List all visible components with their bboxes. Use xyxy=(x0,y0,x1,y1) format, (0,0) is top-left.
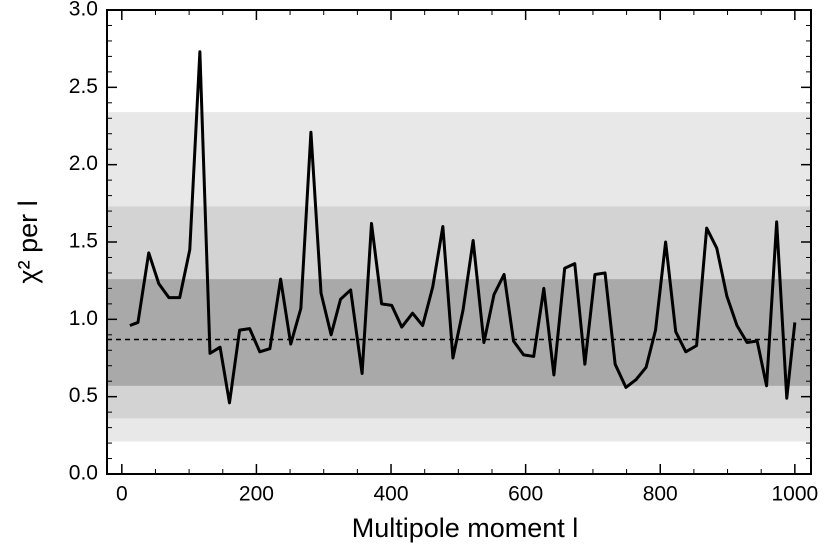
x-axis-label: Multipole moment l xyxy=(352,513,579,543)
x-tick-label: 200 xyxy=(239,483,274,506)
data-line xyxy=(129,50,797,405)
x-tick-label: 400 xyxy=(373,483,408,506)
x-tick-label: 800 xyxy=(643,483,678,506)
x-tick-label: 0 xyxy=(116,483,128,506)
y-tick-label: 0.0 xyxy=(69,462,98,485)
y-tick-label: 2.0 xyxy=(69,152,98,175)
y-tick-label: 1.0 xyxy=(69,307,98,330)
y-tick-label: 2.5 xyxy=(69,75,98,98)
y-tick-label: 0.5 xyxy=(69,384,98,407)
y-axis-label: χ² per l xyxy=(13,200,43,283)
x-tick-label: 600 xyxy=(508,483,543,506)
y-tick-label: 3.0 xyxy=(69,0,98,21)
x-tick-label: 1000 xyxy=(771,483,818,506)
y-tick-label: 1.5 xyxy=(69,230,98,253)
